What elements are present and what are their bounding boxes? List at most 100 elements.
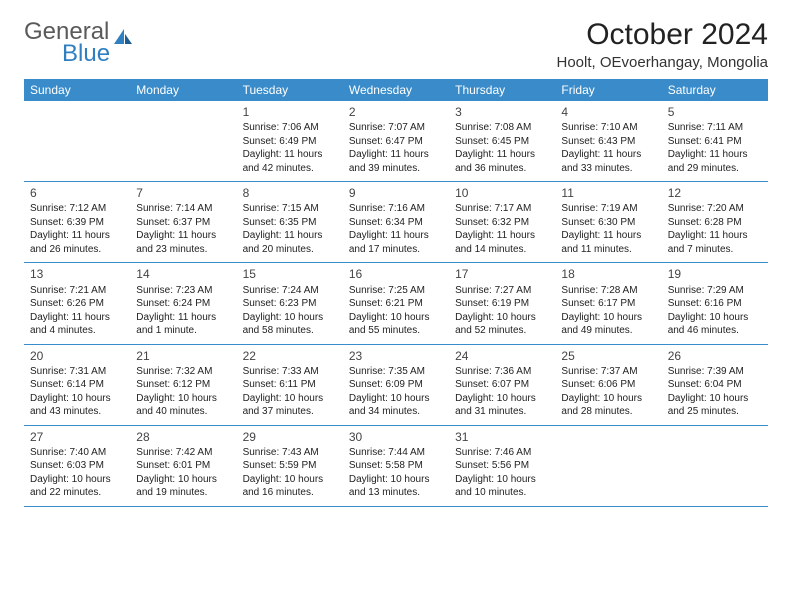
day-number: 2 bbox=[349, 104, 443, 120]
day-number: 26 bbox=[668, 348, 762, 364]
day-number: 30 bbox=[349, 429, 443, 445]
sunrise-text: Sunrise: 7:37 AM bbox=[561, 365, 655, 379]
sunrise-text: Sunrise: 7:08 AM bbox=[455, 121, 549, 135]
daylight-text: Daylight: 11 hours and 20 minutes. bbox=[243, 229, 337, 256]
sunset-text: Sunset: 6:14 PM bbox=[30, 378, 124, 392]
daylight-text: Daylight: 11 hours and 17 minutes. bbox=[349, 229, 443, 256]
daylight-text: Daylight: 11 hours and 14 minutes. bbox=[455, 229, 549, 256]
day-cell-25: 25Sunrise: 7:37 AMSunset: 6:06 PMDayligh… bbox=[555, 345, 661, 425]
day-cell-20: 20Sunrise: 7:31 AMSunset: 6:14 PMDayligh… bbox=[24, 345, 130, 425]
day-cell-27: 27Sunrise: 7:40 AMSunset: 6:03 PMDayligh… bbox=[24, 426, 130, 506]
daylight-text: Daylight: 10 hours and 28 minutes. bbox=[561, 392, 655, 419]
daylight-text: Daylight: 11 hours and 7 minutes. bbox=[668, 229, 762, 256]
day-cell-29: 29Sunrise: 7:43 AMSunset: 5:59 PMDayligh… bbox=[237, 426, 343, 506]
location: Hoolt, OEvoerhangay, Mongolia bbox=[556, 54, 768, 71]
weekday-sunday: Sunday bbox=[24, 79, 130, 101]
day-number: 6 bbox=[30, 185, 124, 201]
sunset-text: Sunset: 6:16 PM bbox=[668, 297, 762, 311]
day-cell-2: 2Sunrise: 7:07 AMSunset: 6:47 PMDaylight… bbox=[343, 101, 449, 181]
day-number: 23 bbox=[349, 348, 443, 364]
day-cell-17: 17Sunrise: 7:27 AMSunset: 6:19 PMDayligh… bbox=[449, 263, 555, 343]
daylight-text: Daylight: 10 hours and 49 minutes. bbox=[561, 311, 655, 338]
sunset-text: Sunset: 5:59 PM bbox=[243, 459, 337, 473]
daylight-text: Daylight: 10 hours and 58 minutes. bbox=[243, 311, 337, 338]
day-cell-13: 13Sunrise: 7:21 AMSunset: 6:26 PMDayligh… bbox=[24, 263, 130, 343]
week-row: 6Sunrise: 7:12 AMSunset: 6:39 PMDaylight… bbox=[24, 182, 768, 263]
sunset-text: Sunset: 6:21 PM bbox=[349, 297, 443, 311]
day-cell-12: 12Sunrise: 7:20 AMSunset: 6:28 PMDayligh… bbox=[662, 182, 768, 262]
day-number: 31 bbox=[455, 429, 549, 445]
day-number: 10 bbox=[455, 185, 549, 201]
day-number: 27 bbox=[30, 429, 124, 445]
sunset-text: Sunset: 6:03 PM bbox=[30, 459, 124, 473]
sunset-text: Sunset: 6:07 PM bbox=[455, 378, 549, 392]
daylight-text: Daylight: 10 hours and 46 minutes. bbox=[668, 311, 762, 338]
weeks-container: 1Sunrise: 7:06 AMSunset: 6:49 PMDaylight… bbox=[24, 101, 768, 507]
day-number: 12 bbox=[668, 185, 762, 201]
sunset-text: Sunset: 6:12 PM bbox=[136, 378, 230, 392]
weekday-thursday: Thursday bbox=[449, 79, 555, 101]
daylight-text: Daylight: 11 hours and 42 minutes. bbox=[243, 148, 337, 175]
sunset-text: Sunset: 6:32 PM bbox=[455, 216, 549, 230]
logo-text-blue: Blue bbox=[62, 40, 135, 68]
day-cell-18: 18Sunrise: 7:28 AMSunset: 6:17 PMDayligh… bbox=[555, 263, 661, 343]
sunrise-text: Sunrise: 7:19 AM bbox=[561, 202, 655, 216]
sunset-text: Sunset: 6:09 PM bbox=[349, 378, 443, 392]
daylight-text: Daylight: 10 hours and 16 minutes. bbox=[243, 473, 337, 500]
day-cell-3: 3Sunrise: 7:08 AMSunset: 6:45 PMDaylight… bbox=[449, 101, 555, 181]
day-number: 20 bbox=[30, 348, 124, 364]
day-cell-7: 7Sunrise: 7:14 AMSunset: 6:37 PMDaylight… bbox=[130, 182, 236, 262]
day-cell-11: 11Sunrise: 7:19 AMSunset: 6:30 PMDayligh… bbox=[555, 182, 661, 262]
sunrise-text: Sunrise: 7:16 AM bbox=[349, 202, 443, 216]
day-cell-26: 26Sunrise: 7:39 AMSunset: 6:04 PMDayligh… bbox=[662, 345, 768, 425]
day-cell-8: 8Sunrise: 7:15 AMSunset: 6:35 PMDaylight… bbox=[237, 182, 343, 262]
day-cell-15: 15Sunrise: 7:24 AMSunset: 6:23 PMDayligh… bbox=[237, 263, 343, 343]
daylight-text: Daylight: 10 hours and 34 minutes. bbox=[349, 392, 443, 419]
sunrise-text: Sunrise: 7:39 AM bbox=[668, 365, 762, 379]
sunrise-text: Sunrise: 7:17 AM bbox=[455, 202, 549, 216]
weekday-wednesday: Wednesday bbox=[343, 79, 449, 101]
sunrise-text: Sunrise: 7:27 AM bbox=[455, 284, 549, 298]
weekday-header-row: SundayMondayTuesdayWednesdayThursdayFrid… bbox=[24, 79, 768, 101]
day-number: 18 bbox=[561, 266, 655, 282]
day-number: 25 bbox=[561, 348, 655, 364]
daylight-text: Daylight: 11 hours and 39 minutes. bbox=[349, 148, 443, 175]
day-number: 11 bbox=[561, 185, 655, 201]
day-cell-16: 16Sunrise: 7:25 AMSunset: 6:21 PMDayligh… bbox=[343, 263, 449, 343]
sunrise-text: Sunrise: 7:33 AM bbox=[243, 365, 337, 379]
day-number: 9 bbox=[349, 185, 443, 201]
daylight-text: Daylight: 10 hours and 22 minutes. bbox=[30, 473, 124, 500]
empty-cell bbox=[555, 426, 661, 506]
daylight-text: Daylight: 11 hours and 36 minutes. bbox=[455, 148, 549, 175]
day-number: 4 bbox=[561, 104, 655, 120]
day-number: 21 bbox=[136, 348, 230, 364]
day-cell-1: 1Sunrise: 7:06 AMSunset: 6:49 PMDaylight… bbox=[237, 101, 343, 181]
sunrise-text: Sunrise: 7:31 AM bbox=[30, 365, 124, 379]
day-number: 13 bbox=[30, 266, 124, 282]
day-cell-9: 9Sunrise: 7:16 AMSunset: 6:34 PMDaylight… bbox=[343, 182, 449, 262]
sunset-text: Sunset: 6:11 PM bbox=[243, 378, 337, 392]
day-number: 14 bbox=[136, 266, 230, 282]
sunset-text: Sunset: 6:49 PM bbox=[243, 135, 337, 149]
daylight-text: Daylight: 11 hours and 26 minutes. bbox=[30, 229, 124, 256]
sunset-text: Sunset: 6:45 PM bbox=[455, 135, 549, 149]
sunrise-text: Sunrise: 7:15 AM bbox=[243, 202, 337, 216]
sunset-text: Sunset: 6:17 PM bbox=[561, 297, 655, 311]
daylight-text: Daylight: 10 hours and 10 minutes. bbox=[455, 473, 549, 500]
day-number: 15 bbox=[243, 266, 337, 282]
sunset-text: Sunset: 6:23 PM bbox=[243, 297, 337, 311]
sunset-text: Sunset: 6:34 PM bbox=[349, 216, 443, 230]
daylight-text: Daylight: 11 hours and 23 minutes. bbox=[136, 229, 230, 256]
sunrise-text: Sunrise: 7:32 AM bbox=[136, 365, 230, 379]
sunset-text: Sunset: 5:56 PM bbox=[455, 459, 549, 473]
daylight-text: Daylight: 10 hours and 19 minutes. bbox=[136, 473, 230, 500]
day-number: 19 bbox=[668, 266, 762, 282]
day-cell-5: 5Sunrise: 7:11 AMSunset: 6:41 PMDaylight… bbox=[662, 101, 768, 181]
day-number: 16 bbox=[349, 266, 443, 282]
day-cell-14: 14Sunrise: 7:23 AMSunset: 6:24 PMDayligh… bbox=[130, 263, 236, 343]
weekday-tuesday: Tuesday bbox=[237, 79, 343, 101]
daylight-text: Daylight: 10 hours and 52 minutes. bbox=[455, 311, 549, 338]
sunrise-text: Sunrise: 7:42 AM bbox=[136, 446, 230, 460]
sunset-text: Sunset: 6:19 PM bbox=[455, 297, 549, 311]
day-cell-23: 23Sunrise: 7:35 AMSunset: 6:09 PMDayligh… bbox=[343, 345, 449, 425]
